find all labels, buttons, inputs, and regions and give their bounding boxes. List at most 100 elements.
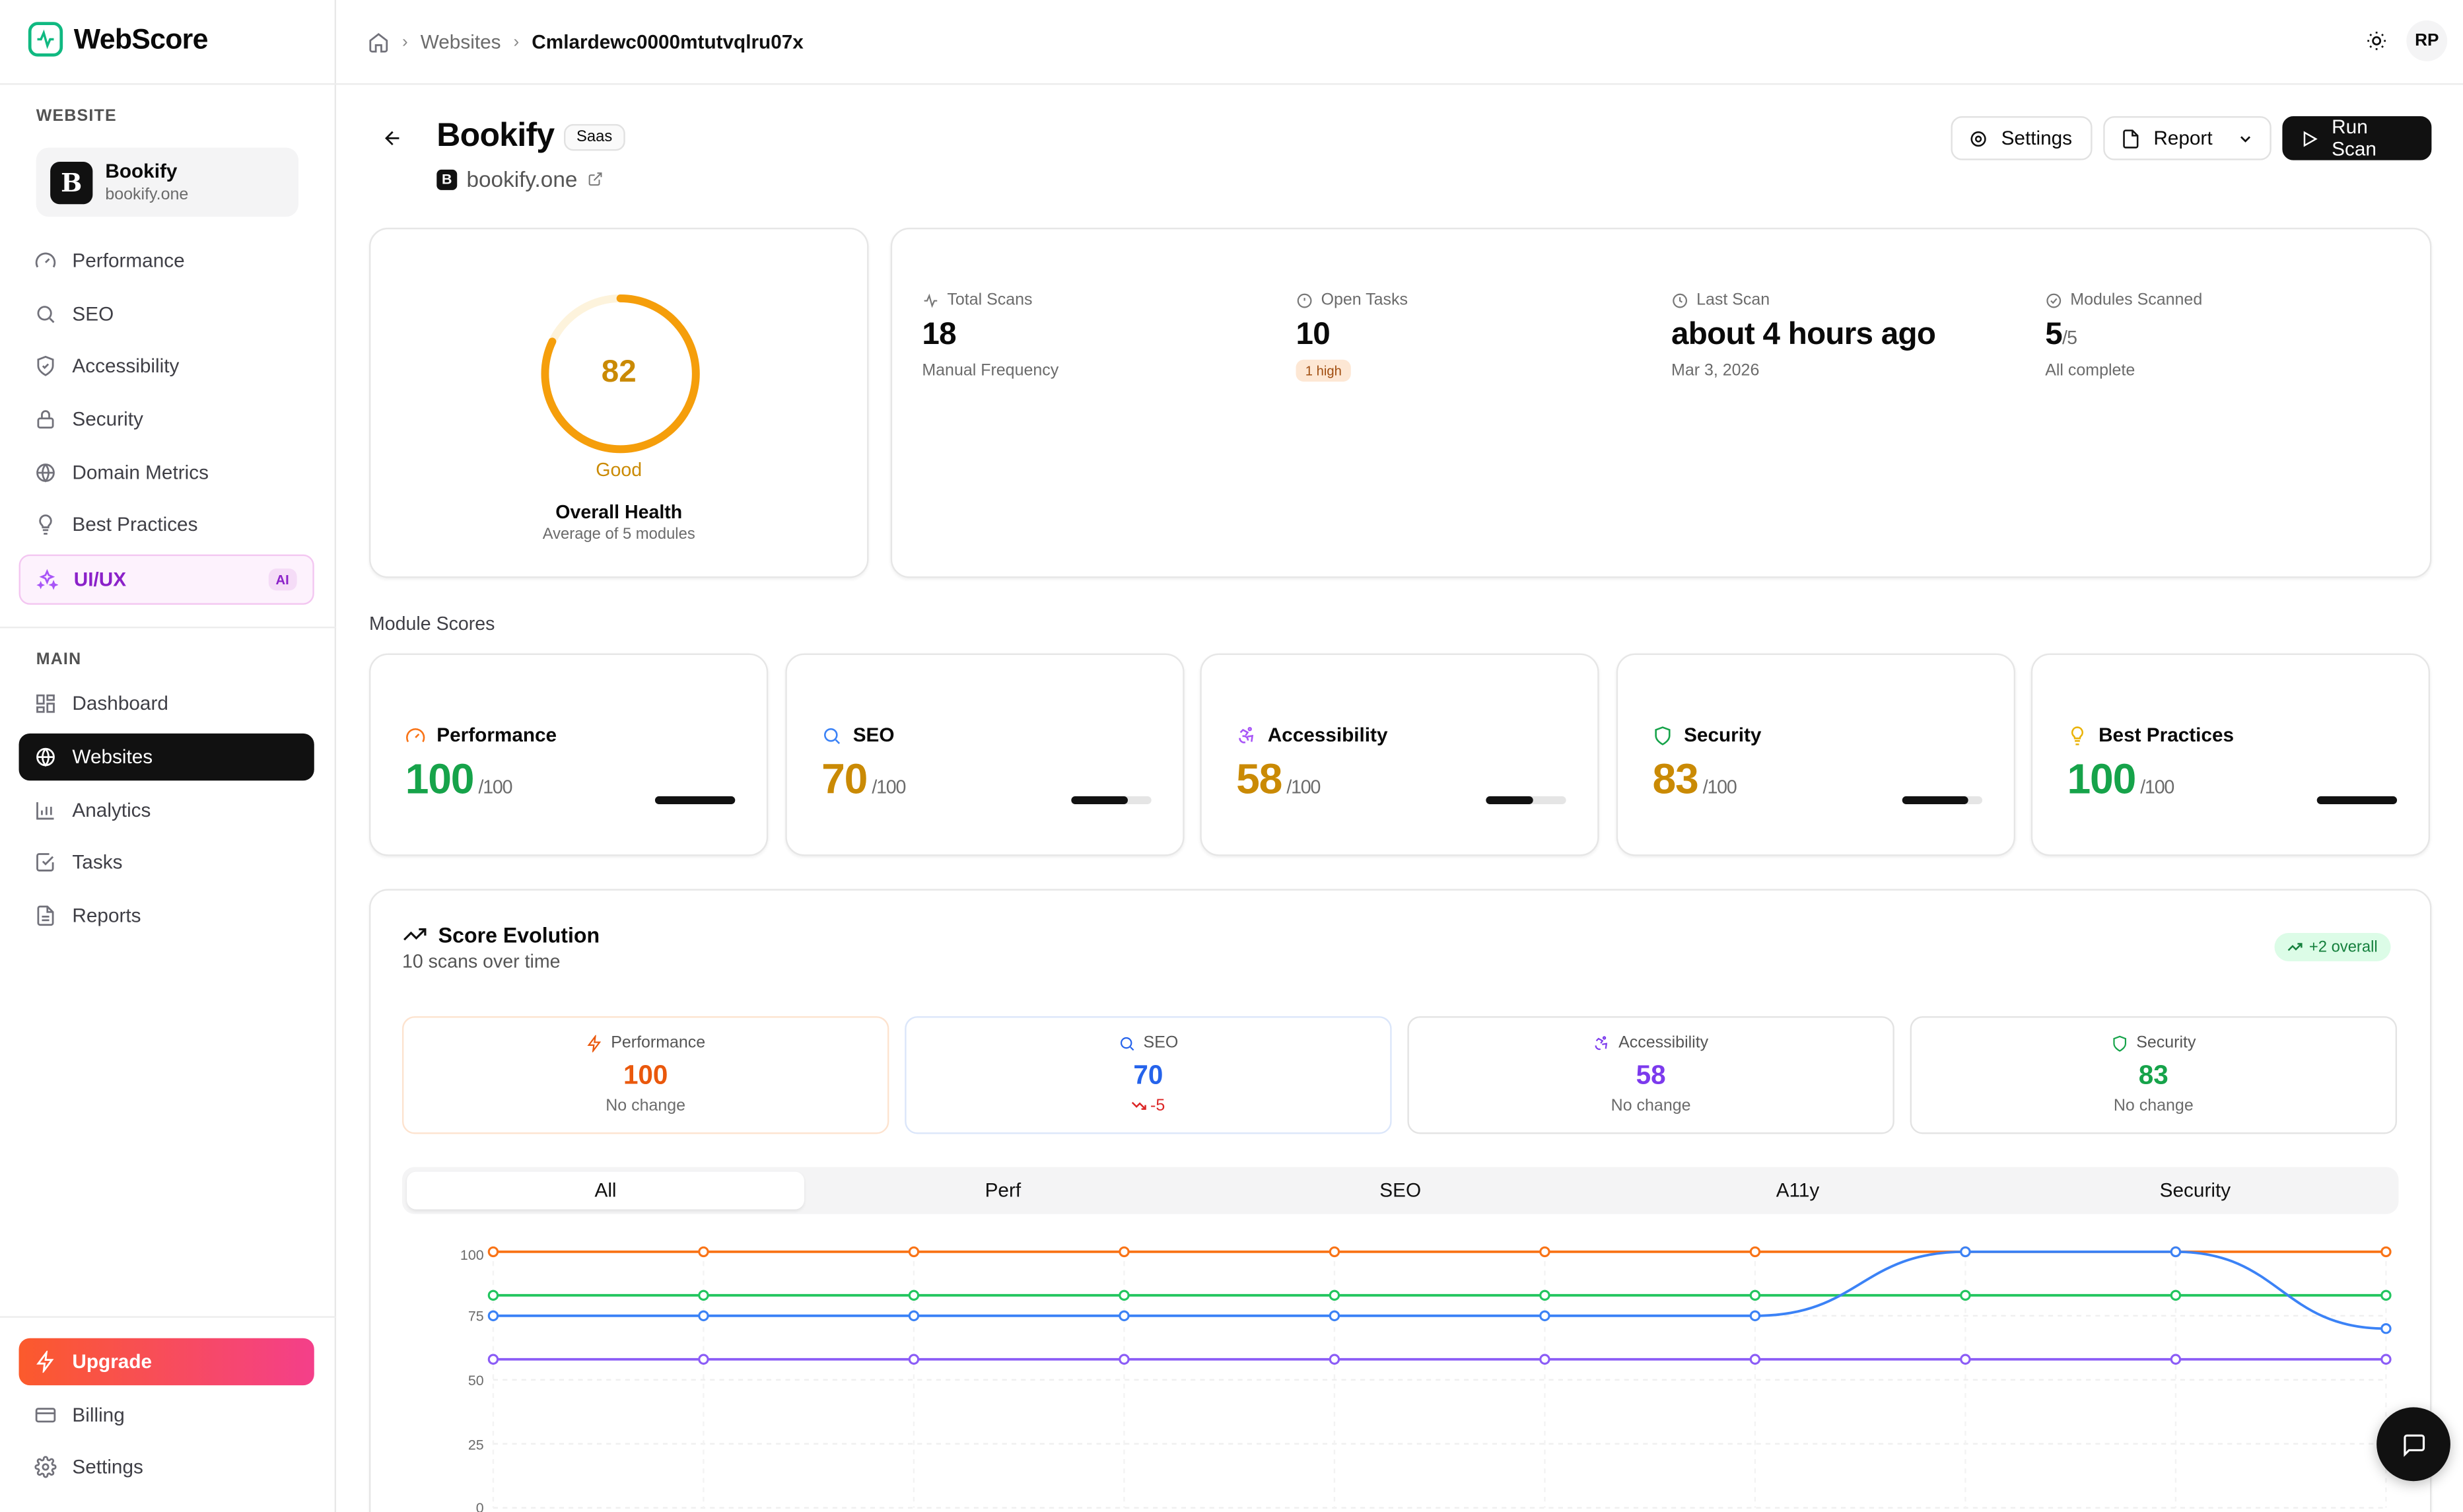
data-point[interactable] [1329,1246,1340,1258]
data-point[interactable] [908,1246,920,1258]
chevron-right-icon: › [513,32,520,52]
tab-perf[interactable]: Perf [985,1179,1022,1202]
data-point[interactable] [1539,1246,1550,1258]
report-button[interactable]: Report [2103,116,2272,160]
sidebar-item-reports[interactable]: Reports [19,892,314,939]
site-domain-link[interactable]: B bookify.one [436,166,602,191]
upgrade-button[interactable]: Upgrade [18,1338,314,1386]
data-point[interactable] [1329,1310,1340,1322]
sidebar-item-label: Best Practices [72,513,198,536]
data-point[interactable] [2380,1323,2392,1334]
evolution-sub: 10 scans over time [401,950,561,973]
lock-icon [37,410,54,429]
data-point[interactable] [1119,1310,1130,1322]
module-card-best-practices[interactable]: Best Practices 100/100 [2030,653,2431,856]
data-point[interactable] [1119,1354,1130,1365]
sidebar-item-tasks[interactable]: Tasks [19,839,314,885]
sidebar-item-security[interactable]: Security [19,395,314,442]
chat-button[interactable] [2376,1407,2450,1482]
settings-button-label: Settings [2001,127,2073,149]
stat-value: about 4 hours ago [1671,317,1936,352]
breadcrumb-websites[interactable]: Websites [420,30,501,53]
data-point[interactable] [1960,1246,1971,1258]
data-point[interactable] [698,1246,709,1258]
data-point[interactable] [1960,1354,1971,1365]
data-point[interactable] [2380,1246,2392,1258]
module-card-security[interactable]: Security 83/100 [1616,653,2016,856]
gear-icon [1970,130,1986,146]
module-card-performance[interactable]: Performance 100/100 [369,653,769,856]
data-point[interactable] [487,1310,499,1322]
overall-change-text: +2 overall [2308,938,2378,956]
stat-sub: Mar 3, 2026 [1671,361,1760,380]
health-sub: Average of 5 modules [542,526,695,544]
gauge-icon [406,727,425,741]
tab-a11y[interactable]: A11y [1776,1179,1820,1202]
site-switcher[interactable]: B Bookify bookify.one [36,147,298,217]
data-point[interactable] [487,1246,499,1258]
data-point[interactable] [487,1289,499,1301]
data-point[interactable] [908,1354,920,1365]
module-scores-title: Module Scores [369,612,495,635]
bolt-icon [36,1350,54,1373]
site-name: Bookify [105,160,178,182]
data-point[interactable] [1749,1354,1761,1365]
data-point[interactable] [698,1310,709,1322]
module-name: Security [1684,724,1762,746]
run-scan-button[interactable]: Run Scan [2282,116,2432,160]
module-card-seo[interactable]: SEO 70/100 [785,653,1185,856]
tab-security[interactable]: Security [2159,1179,2231,1202]
data-point[interactable] [1539,1310,1550,1322]
stat-label: Modules Scanned [2070,291,2203,310]
avatar[interactable]: RP [2406,20,2448,61]
high-priority-badge: 1 high [1296,359,1352,382]
data-point[interactable] [698,1289,709,1301]
data-point[interactable] [2380,1354,2392,1365]
sidebar-item-billing[interactable]: Billing [19,1392,314,1439]
sidebar-item-accessibility[interactable]: Accessibility [19,343,314,390]
page-title: Bookify [436,118,555,155]
back-arrow-icon[interactable] [382,127,403,149]
breadcrumb-current: Cmlardewc0000mtutvqlru07x [532,30,804,53]
sidebar-item-performance[interactable]: Performance [19,237,314,284]
sidebar-item-uiux[interactable]: UI/UX AI [18,554,314,605]
sidebar-item-websites[interactable]: Websites [18,733,314,781]
sidebar-item-best-practices[interactable]: Best Practices [19,501,314,548]
stat-sub: All complete [2045,361,2135,380]
sun-icon[interactable] [2365,30,2387,52]
accessibility-icon [1239,726,1254,743]
data-point[interactable] [1329,1289,1340,1301]
module-card-accessibility[interactable]: Accessibility 58/100 [1200,653,1599,856]
data-point[interactable] [1119,1289,1130,1301]
sidebar-item-dashboard[interactable]: Dashboard [19,680,314,727]
data-point[interactable] [908,1289,920,1301]
data-point[interactable] [2380,1289,2392,1301]
data-point[interactable] [1119,1246,1130,1258]
activity-icon [924,292,938,308]
sidebar-item-seo[interactable]: SEO [19,291,314,337]
module-score: 100 [405,755,475,803]
data-point[interactable] [2170,1289,2182,1301]
data-point[interactable] [487,1354,499,1365]
settings-button[interactable]: Settings [1951,116,2093,160]
data-point[interactable] [1329,1354,1340,1365]
data-point[interactable] [1960,1289,1971,1301]
data-point[interactable] [908,1310,920,1322]
data-point[interactable] [1749,1246,1761,1258]
home-icon[interactable] [368,30,390,52]
data-point[interactable] [1539,1354,1550,1365]
sidebar-item-settings[interactable]: Settings [19,1443,314,1490]
data-point[interactable] [1749,1310,1761,1322]
data-point[interactable] [2170,1246,2182,1258]
stat-modules-scanned: Modules Scanned 5/5 All complete [2045,291,2202,380]
sidebar-item-domain-metrics[interactable]: Domain Metrics [19,449,314,496]
data-point[interactable] [1749,1289,1761,1301]
tab-all[interactable]: All [407,1171,804,1210]
data-point[interactable] [1539,1289,1550,1301]
tab-seo[interactable]: SEO [1379,1179,1422,1202]
sidebar-item-analytics[interactable]: Analytics [19,787,314,834]
data-point[interactable] [2170,1354,2182,1365]
stats-card [890,227,2432,578]
app-logo[interactable]: WebScore [28,22,208,57]
data-point[interactable] [698,1354,709,1365]
